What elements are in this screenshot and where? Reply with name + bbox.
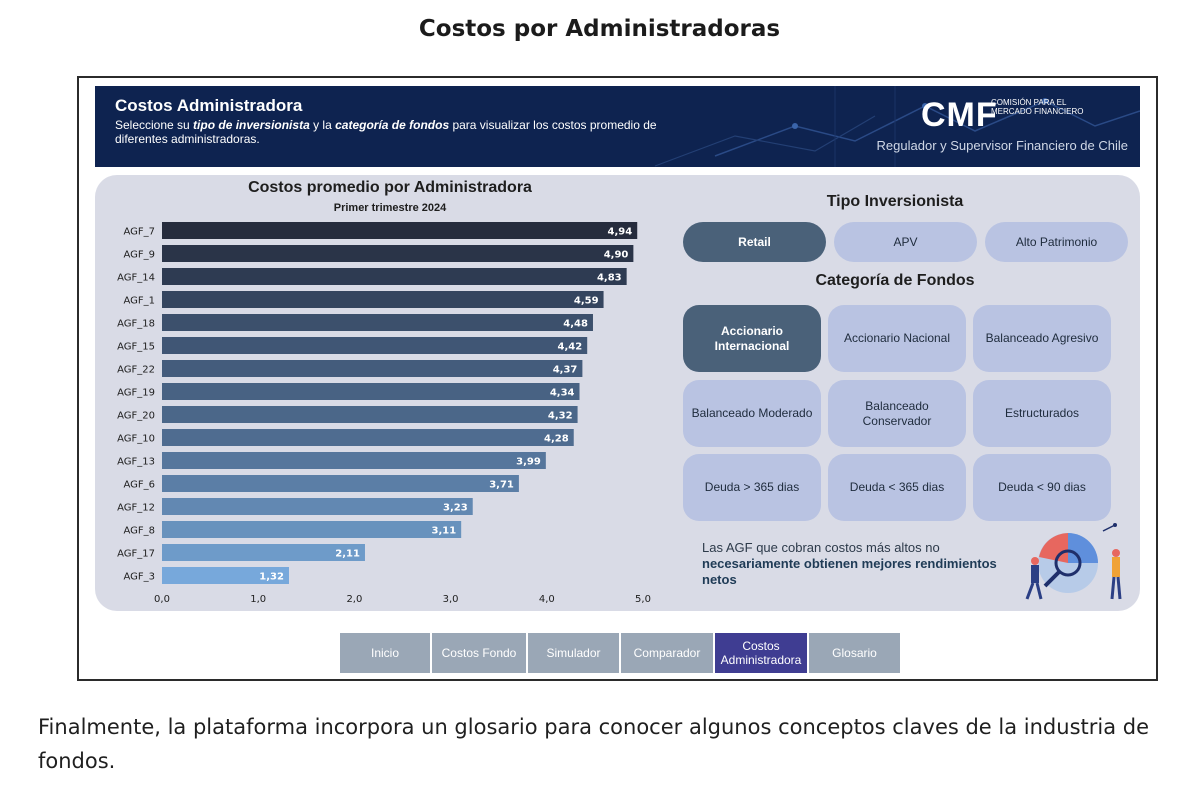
bar-agf-19[interactable] [162, 383, 580, 400]
category-label: AGF_18 [117, 319, 155, 330]
nav-item-costos-administradora[interactable]: Costos Administradora [715, 633, 807, 673]
bar-agf-17[interactable] [162, 544, 365, 561]
bar-agf-18[interactable] [162, 314, 593, 331]
bar-chart: AGF_7 4,94 AGF_9 4,90 AGF_14 4,83 AGF_1 4,59 AGF… [117, 222, 651, 605]
fund-option-accionario-nacional[interactable]: Accionario Nacional [828, 305, 966, 372]
fund-option-deuda-90-dias[interactable]: Deuda < 90 dias [973, 454, 1111, 521]
category-label: AGF_6 [123, 480, 155, 491]
bar-agf-13[interactable] [162, 452, 546, 469]
dashboard-frame: Costos Administradora Seleccione su tipo… [77, 76, 1158, 681]
nav-item-comparador[interactable]: Comparador [621, 633, 713, 673]
fund-option-balanceado-conservador[interactable]: Balanceado Conservador [828, 380, 966, 447]
header-banner: Costos Administradora Seleccione su tipo… [95, 86, 1140, 167]
x-tick-label: 2,0 [346, 594, 362, 605]
bar-agf-20[interactable] [162, 406, 578, 423]
nav-item-simulador[interactable]: Simulador [528, 633, 619, 673]
bar-agf-8[interactable] [162, 521, 462, 538]
bar-agf-10[interactable] [162, 429, 574, 446]
bar-agf-14[interactable] [162, 268, 627, 285]
category-label: AGF_15 [117, 342, 155, 353]
x-tick-label: 1,0 [250, 594, 266, 605]
bar-value-label: 4,94 [608, 227, 633, 238]
bar-value-label: 3,23 [443, 503, 468, 514]
investor-option-apv[interactable]: APV [834, 222, 977, 262]
nav-item-inicio[interactable]: Inicio [340, 633, 430, 673]
fund-option-balanceado-agresivo[interactable]: Balanceado Agresivo [973, 305, 1111, 372]
bar-agf-6[interactable] [162, 475, 519, 492]
category-label: AGF_9 [123, 250, 155, 261]
bar-agf-22[interactable] [162, 360, 583, 377]
bar-value-label: 3,71 [489, 480, 514, 491]
page-title: Costos por Administradoras [418, 16, 781, 42]
cmf-logo: CMF [921, 96, 998, 134]
banner-subtitle: Seleccione su tipo de inversionista y la… [115, 118, 657, 146]
investor-option-retail[interactable]: Retail [683, 222, 826, 262]
bar-agf-15[interactable] [162, 337, 588, 354]
x-tick-label: 4,0 [539, 594, 555, 605]
category-label: AGF_19 [117, 388, 155, 399]
fund-option-deuda-365-dias[interactable]: Deuda > 365 dias [683, 454, 821, 521]
bar-value-label: 4,59 [574, 296, 599, 307]
bar-value-label: 4,34 [550, 388, 575, 399]
banner-decoration [654, 86, 1140, 167]
bar-value-label: 2,11 [335, 549, 360, 560]
x-tick-label: 5,0 [635, 594, 651, 605]
fund-category-heading: Categoría de Fondos [815, 272, 975, 289]
category-label: AGF_22 [117, 365, 155, 376]
chart-subtitle: Primer trimestre 2024 [333, 202, 447, 214]
insight-note: Las AGF que cobran costos más altos no n… [702, 540, 997, 587]
category-label: AGF_20 [117, 411, 155, 422]
category-label: AGF_8 [123, 526, 155, 537]
x-tick-label: 3,0 [443, 594, 459, 605]
description-paragraph: Finalmente, la plataforma incorpora un g… [38, 715, 1150, 773]
bar-value-label: 4,42 [558, 342, 583, 353]
banner-title: Costos Administradora [115, 96, 303, 115]
category-label: AGF_17 [117, 549, 155, 560]
fund-option-deuda-365-dias[interactable]: Deuda < 365 dias [828, 454, 966, 521]
category-label: AGF_14 [117, 273, 155, 284]
investor-option-alto-patrimonio[interactable]: Alto Patrimonio [985, 222, 1128, 262]
bar-value-label: 4,37 [553, 365, 578, 376]
investor-type-heading: Tipo Inversionista [826, 193, 964, 210]
bar-value-label: 4,90 [604, 250, 629, 261]
category-label: AGF_10 [117, 434, 155, 445]
bar-agf-9[interactable] [162, 245, 634, 262]
bar-value-label: 4,32 [548, 411, 573, 422]
bar-value-label: 3,11 [431, 526, 456, 537]
bar-agf-1[interactable] [162, 291, 604, 308]
bar-value-label: 3,99 [516, 457, 541, 468]
category-label: AGF_1 [123, 296, 155, 307]
bar-agf-7[interactable] [162, 222, 638, 239]
x-tick-label: 0,0 [154, 594, 170, 605]
cmf-logo-caption: COMISIÓN PARA EL MERCADO FINANCIERO [991, 98, 1084, 116]
bar-agf-3[interactable] [162, 567, 289, 584]
bar-agf-12[interactable] [162, 498, 473, 515]
fund-option-accionario-internacional[interactable]: Accionario Internacional [683, 305, 821, 372]
category-label: AGF_12 [117, 503, 155, 514]
category-label: AGF_7 [123, 227, 155, 238]
nav-item-costos-fondo[interactable]: Costos Fondo [432, 633, 526, 673]
analytics-illustration-icon [1025, 523, 1122, 600]
content-panel: Costos promedio por Administradora Prime… [95, 175, 1140, 611]
category-label: AGF_3 [123, 572, 155, 583]
chart-title: Costos promedio por Administradora [248, 179, 532, 196]
nav-item-glosario[interactable]: Glosario [809, 633, 900, 673]
bar-value-label: 4,28 [544, 434, 569, 445]
bar-value-label: 4,48 [563, 319, 588, 330]
category-label: AGF_13 [117, 457, 155, 468]
bar-value-label: 4,83 [597, 273, 622, 284]
bar-value-label: 1,32 [259, 572, 284, 583]
fund-option-balanceado-moderado[interactable]: Balanceado Moderado [683, 380, 821, 447]
banner-tagline: Regulador y Supervisor Financiero de Chi… [876, 138, 1128, 153]
fund-option-estructurados[interactable]: Estructurados [973, 380, 1111, 447]
